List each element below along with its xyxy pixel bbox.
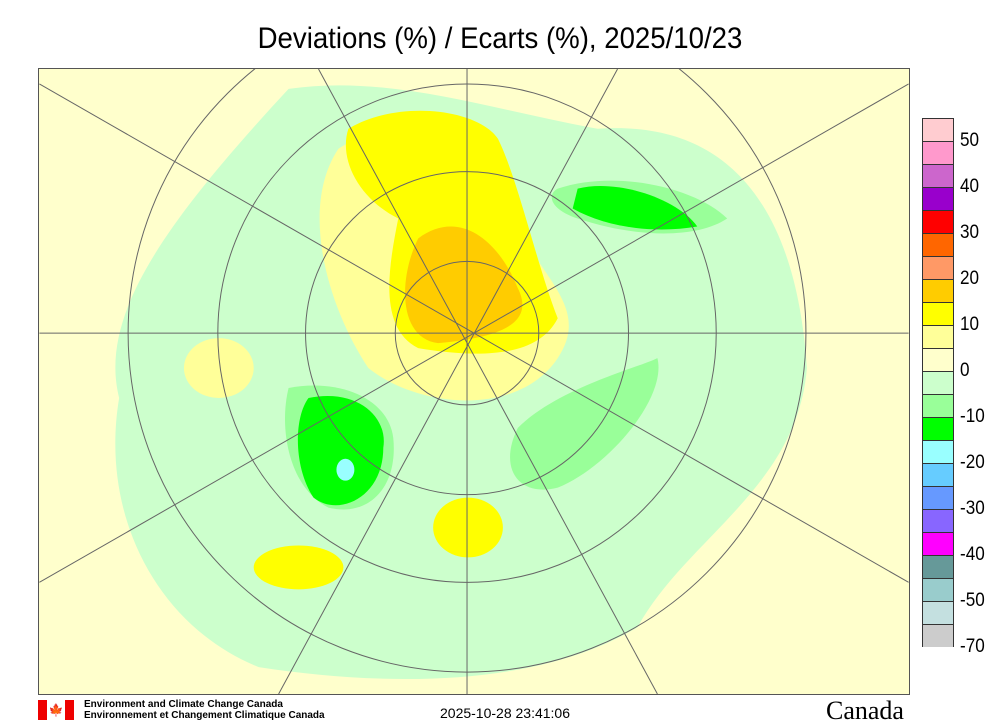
legend-swatch — [922, 578, 954, 601]
legend-label: -40 — [960, 544, 985, 565]
legend-swatch — [922, 348, 954, 371]
legend-swatch — [922, 463, 954, 486]
org-fr: Environnement et Changement Climatique C… — [84, 710, 325, 721]
legend-label: -10 — [960, 406, 985, 427]
legend-swatch — [922, 486, 954, 509]
timestamp: 2025-10-28 23:41:06 — [440, 705, 570, 721]
anomaly-fields — [115, 85, 807, 680]
bright-green-region-west — [297, 395, 384, 506]
orange-region — [405, 226, 523, 344]
legend-label: 20 — [960, 268, 980, 289]
legend-swatch — [922, 118, 954, 141]
legend-label: -70 — [960, 636, 985, 657]
yellow-europe — [433, 497, 503, 558]
legend-swatch — [922, 141, 954, 164]
legend-swatch — [922, 210, 954, 233]
polar-map — [38, 68, 910, 695]
canada-flag-icon: 🍁 — [38, 700, 74, 720]
legend-label: 10 — [960, 314, 980, 335]
legend-swatch — [922, 233, 954, 256]
legend-swatch — [922, 302, 954, 325]
legend-label: -30 — [960, 498, 985, 519]
light-yellow-alaska — [183, 338, 254, 398]
organization-name: Environment and Climate Change Canada En… — [84, 699, 325, 721]
legend-label: 40 — [960, 176, 980, 197]
legend-swatch — [922, 417, 954, 440]
graticule — [39, 69, 909, 694]
legend-swatch — [922, 555, 954, 578]
legend-swatch — [922, 509, 954, 532]
bright-green-region-east — [572, 186, 698, 230]
legend-swatch — [922, 164, 954, 187]
legend-swatch — [922, 440, 954, 463]
legend-label: -50 — [960, 590, 985, 611]
legend-swatch — [922, 601, 954, 624]
legend-swatch — [922, 532, 954, 555]
legend-label: 30 — [960, 222, 980, 243]
chart-title: Deviations (%) / Ecarts (%), 2025/10/23 — [257, 22, 743, 55]
org-en: Environment and Climate Change Canada — [84, 699, 283, 710]
legend-swatch — [922, 624, 954, 647]
legend-swatch — [922, 325, 954, 348]
legend-swatch — [922, 279, 954, 302]
cyan-spot — [336, 458, 355, 481]
legend-swatch — [922, 187, 954, 210]
legend-swatch — [922, 394, 954, 417]
legend-label: 50 — [960, 130, 980, 151]
legend-swatch — [922, 256, 954, 279]
legend-label: -20 — [960, 452, 985, 473]
legend-label: 0 — [960, 360, 970, 381]
canada-wordmark: Canada — [826, 696, 904, 725]
color-legend: 50 40 30 20 10 0 -10 -20 -30 -40 -50 -70 — [922, 118, 985, 657]
green-region-scandinavia — [510, 358, 659, 490]
yellow-pacific — [253, 545, 344, 590]
legend-swatch — [922, 371, 954, 394]
